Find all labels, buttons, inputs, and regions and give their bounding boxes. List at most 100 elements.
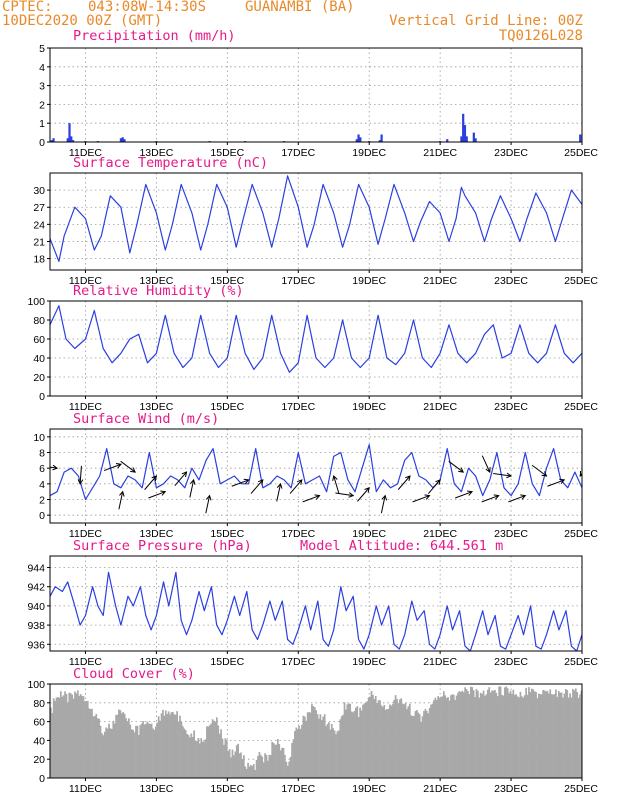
cloud-bar-241: [391, 704, 394, 778]
cloud-bar-47: [116, 714, 119, 778]
cloud-bar-10: [64, 691, 66, 778]
humidity-plot: [50, 305, 582, 373]
humidity-ytick-5: 100: [27, 296, 45, 308]
wind-arrowhead-22: [458, 467, 465, 473]
cloud-bar-179: [303, 716, 306, 778]
cloud-bar-344: [538, 693, 540, 778]
cloud-bar-5: [57, 697, 59, 778]
cloud-bar-219: [360, 710, 363, 778]
cloud-bar-107: [201, 741, 204, 778]
cloud-bar-112: [208, 725, 211, 778]
precipitation-panel: 0 1 2 3 4 5 11DEC 13DEC 15DEC 17DEC 19DEC 21DEC 23DE…: [39, 43, 598, 159]
cloud-bar-343: [536, 698, 539, 778]
cloud-bar-155: [269, 755, 272, 778]
cloud-bar-149: [261, 756, 264, 778]
wind-arrow-7: [174, 471, 187, 487]
wind-frame: [49, 428, 583, 524]
cloud-bar-46: [115, 714, 117, 778]
temperature-xtick-7: 25DEC: [564, 275, 598, 287]
cloud-bar-37: [102, 735, 105, 778]
cloud-bar-130: [234, 751, 237, 778]
temperature-xtick-3: 17DEC: [281, 275, 315, 287]
pressure-xtick-4: 19DEC: [352, 656, 386, 668]
cloud-bar-135: [241, 759, 244, 778]
cloud-bar-103: [196, 740, 198, 778]
wind-ytick-3: 6: [39, 463, 45, 475]
cloud-bar-24: [84, 701, 86, 778]
precip-bar-1: [52, 138, 55, 142]
wind-arrowhead-24: [485, 467, 491, 474]
cloud-bar-174: [296, 729, 299, 778]
wind-arrowhead-28: [541, 471, 548, 477]
cloud-bar-248: [401, 703, 404, 778]
precip-bar-4: [70, 136, 73, 142]
precipitation-ytick-1: 1: [39, 118, 45, 130]
cloud-cover-xtick-0: 11DEC: [69, 783, 102, 795]
cloud-bar-265: [425, 710, 428, 778]
cloud-bar-223: [366, 701, 369, 778]
cloud-bar-238: [387, 708, 390, 778]
humidity-panel: 0 20 40 60 80 100 11DEC 13DEC 15DEC 17DEC 19DEC 21D…: [27, 296, 598, 413]
cloud-cover-xtick-6: 23DEC: [494, 783, 528, 795]
cloud-bar-59: [133, 732, 136, 778]
cloud-bar-274: [438, 697, 441, 778]
cloud-bar-38: [103, 731, 106, 778]
cloud-bar-231: [377, 700, 380, 778]
pressure-xtick-0: 11DEC: [69, 656, 102, 668]
cloud-bar-43: [111, 729, 113, 778]
wind-arrowhead-8: [189, 478, 196, 485]
cloud-bar-276: [441, 696, 444, 778]
wind-arrowhead-5: [151, 475, 158, 481]
wind-arrowhead-21: [435, 479, 441, 485]
temperature-xtick-2: 15DEC: [210, 275, 244, 287]
pressure-ytick-1: 938: [27, 620, 45, 632]
cloud-bar-217: [357, 717, 360, 778]
cloud-bar-298: [472, 690, 475, 778]
cloud-bar-60: [135, 725, 137, 778]
cloud-bar-284: [452, 694, 455, 778]
cloud-bar-373: [579, 694, 581, 778]
cloud-bar-308: [486, 689, 489, 778]
precip-bar-22: [446, 139, 449, 142]
cloud-bar-314: [495, 692, 498, 778]
cloud-bar-148: [259, 754, 262, 778]
cloud-bar-99: [190, 733, 193, 778]
cloud-cover-ytick-1: 20: [33, 754, 45, 766]
cloud-bar-49: [119, 710, 122, 778]
cloud-bar-349: [545, 691, 547, 778]
cloud-bar-44: [112, 720, 115, 778]
cloud-bar-203: [337, 730, 340, 778]
cloud-bar-119: [218, 733, 221, 778]
precipitation-xtick-1: 13DEC: [139, 147, 173, 159]
cloud-bar-330: [518, 697, 520, 778]
cloud-bar-198: [330, 723, 333, 778]
cloud-bar-125: [227, 751, 230, 778]
cloud-bar-131: [235, 745, 238, 778]
cloud-bar-325: [511, 693, 513, 778]
wind-xtick-7: 25DEC: [564, 528, 598, 540]
wind-arrowhead-14: [314, 494, 321, 500]
cloud-bar-304: [481, 693, 483, 778]
cloud-bar-110: [206, 726, 208, 778]
cloud-bar-220: [362, 704, 364, 778]
cloud-bar-123: [224, 738, 227, 778]
cloud-bar-33: [96, 718, 99, 778]
cloud-bar-97: [187, 734, 190, 778]
cloud-bar-321: [505, 686, 508, 778]
cloud-bar-120: [220, 729, 222, 778]
cloud-bar-96: [186, 733, 188, 778]
cloud-bar-193: [323, 714, 326, 778]
cloud-bar-359: [559, 692, 562, 778]
cloud-bar-68: [146, 721, 149, 778]
wind-arrow-2: [103, 463, 122, 472]
cloud-bar-282: [450, 695, 452, 778]
cloud-bar-188: [316, 714, 319, 778]
cloud-bar-250: [404, 703, 407, 778]
cloud-bar-232: [379, 700, 381, 778]
wind-arrow-17: [357, 487, 370, 502]
cloud-bar-191: [320, 720, 323, 778]
cloud-cover-plot: [50, 686, 582, 778]
cloud-cover-xtick-7: 25DEC: [564, 783, 598, 795]
cloud-bar-82: [166, 714, 169, 778]
wind-arrow-0: [50, 466, 58, 469]
